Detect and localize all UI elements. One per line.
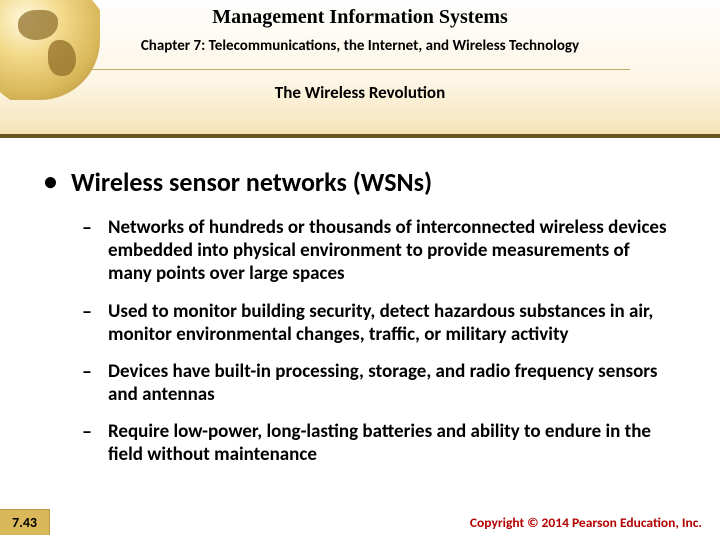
bullet-level-2: – Require low-power, long-lasting batter… xyxy=(44,420,676,466)
globe-landmass xyxy=(48,40,76,76)
slide-body: • Wireless sensor networks (WSNs) – Netw… xyxy=(0,138,720,467)
slide-footer: 7.43 Copyright © 2014 Pearson Education,… xyxy=(0,510,720,540)
section-title: The Wireless Revolution xyxy=(0,70,720,103)
sub-bullet-text: Used to monitor building security, detec… xyxy=(108,300,676,346)
bullet-level-2: – Used to monitor building security, det… xyxy=(44,300,676,346)
page-number: 7.43 xyxy=(0,509,50,535)
dash-icon: – xyxy=(82,420,96,466)
sub-bullet-text: Require low-power, long-lasting batterie… xyxy=(108,420,676,466)
copyright-text: Copyright © 2014 Pearson Education, Inc. xyxy=(470,514,702,531)
bullet-1-text: Wireless sensor networks (WSNs) xyxy=(71,166,432,198)
chapter-title: Chapter 7: Telecommunications, the Inter… xyxy=(0,29,720,55)
sub-bullet-text: Devices have built-in processing, storag… xyxy=(108,360,676,406)
bullet-level-2: – Devices have built-in processing, stor… xyxy=(44,360,676,406)
globe-decoration xyxy=(0,0,100,100)
bullet-level-2: – Networks of hundreds or thousands of i… xyxy=(44,216,676,286)
dash-icon: – xyxy=(82,216,96,286)
book-title: Management Information Systems xyxy=(0,0,720,29)
bullet-level-1: • Wireless sensor networks (WSNs) xyxy=(44,166,676,198)
slide: Management Information Systems Chapter 7… xyxy=(0,0,720,540)
dash-icon: – xyxy=(82,360,96,406)
bullet-dot-icon: • xyxy=(44,166,57,198)
slide-header: Management Information Systems Chapter 7… xyxy=(0,0,720,138)
dash-icon: – xyxy=(82,300,96,346)
sub-bullet-text: Networks of hundreds or thousands of int… xyxy=(108,216,676,286)
